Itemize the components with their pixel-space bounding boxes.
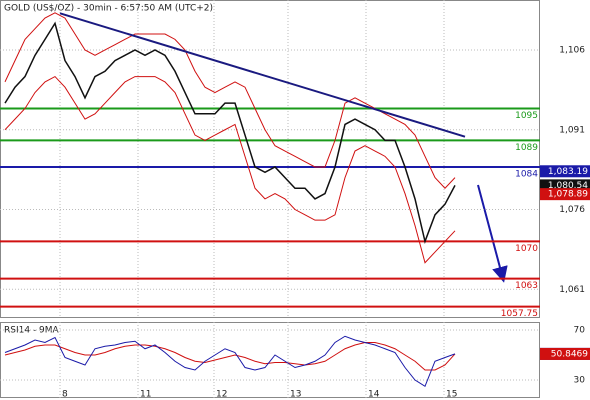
last-value-label: 1,078.89 bbox=[548, 190, 588, 200]
x-tick-label: 12 bbox=[216, 390, 227, 400]
y-tick-label: 70 bbox=[574, 326, 586, 336]
last-value-label: 1,080.54 bbox=[548, 181, 588, 191]
y-tick-label: 1,091 bbox=[559, 125, 585, 135]
forecast-arrow bbox=[477, 184, 508, 283]
x-tick-label: 13 bbox=[290, 390, 301, 400]
level-label: 1063 bbox=[515, 281, 538, 291]
lower-band bbox=[4, 75, 456, 264]
y-tick-label: 30 bbox=[574, 376, 586, 386]
last-value-badge bbox=[540, 188, 590, 201]
chart-title: GOLD (US$/OZ) - 30min - 6:57:50 AM (UTC+… bbox=[4, 4, 213, 14]
level-label: 1057.75 bbox=[501, 309, 538, 319]
x-tick-label: 8 bbox=[62, 390, 68, 400]
trendline bbox=[59, 12, 466, 138]
rsi-title: RSI14 - 9MA bbox=[4, 326, 60, 336]
y-tick-label: 1,076 bbox=[559, 205, 585, 215]
y-tick-label: 1,106 bbox=[559, 45, 585, 55]
price-panel bbox=[0, 0, 540, 318]
price-line bbox=[4, 21, 456, 244]
rsi-ma-line bbox=[4, 342, 456, 371]
level-label: 1070 bbox=[515, 244, 538, 254]
y-tick-label: 1,061 bbox=[559, 285, 585, 295]
rsi-panel bbox=[0, 322, 540, 398]
last-value-badge bbox=[540, 165, 590, 178]
last-value-label: 1,083.19 bbox=[548, 167, 588, 177]
level-label: 1095 bbox=[515, 111, 538, 121]
rsi-line bbox=[4, 335, 456, 387]
level-label: 1084 bbox=[515, 169, 538, 179]
x-tick-label: 14 bbox=[368, 390, 380, 400]
last-value-badge bbox=[540, 347, 590, 360]
x-tick-label: 11 bbox=[140, 390, 151, 400]
level-label: 1089 bbox=[515, 143, 538, 153]
x-tick-label: 15 bbox=[446, 390, 457, 400]
last-value-label: 50.8469 bbox=[551, 349, 588, 359]
upper-band bbox=[4, 12, 456, 189]
